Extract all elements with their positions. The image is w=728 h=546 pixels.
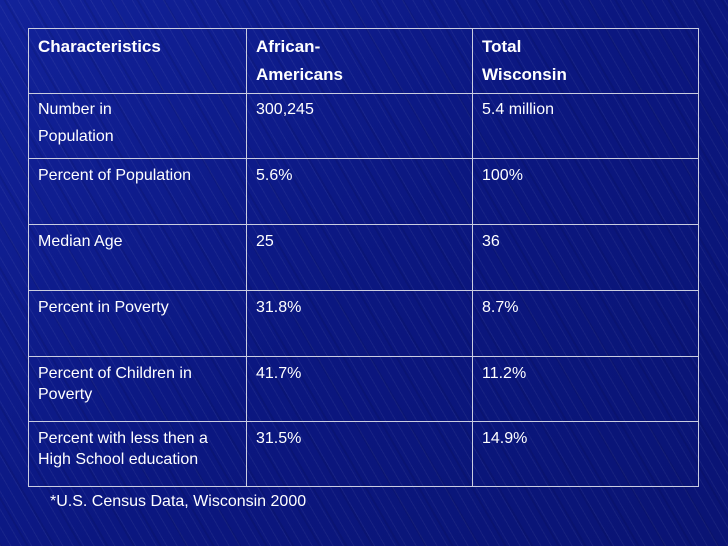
table-row: Percent of Population 5.6% 100% [28, 158, 699, 225]
row-label: Percent of Population [28, 158, 247, 225]
cell-total-wisconsin: 36 [472, 224, 699, 291]
row-label: Median Age [28, 224, 247, 291]
table-row: Number in Population 300,245 5.4 million [28, 93, 699, 159]
cell-total-wisconsin: 11.2% [472, 356, 699, 422]
table-row: Percent in Poverty 31.8% 8.7% [28, 290, 699, 357]
row-label: Percent in Poverty [28, 290, 247, 357]
cell-total-wisconsin: 5.4 million [472, 93, 699, 159]
header-characteristics: Characteristics [28, 28, 247, 94]
census-table: Characteristics African- Americans Total W… [28, 28, 699, 487]
row-label: Number in Population [28, 93, 247, 159]
cell-total-wisconsin: 8.7% [472, 290, 699, 357]
cell-total-wisconsin: 14.9% [472, 421, 699, 487]
cell-total-wisconsin: 100% [472, 158, 699, 225]
cell-african-americans: 31.5% [246, 421, 473, 487]
row-label: Percent with less then a High School edu… [28, 421, 247, 487]
cell-african-americans: 25 [246, 224, 473, 291]
header-total-wisconsin: Total Wisconsin [472, 28, 699, 94]
table-row: Percent of Children in Poverty 41.7% 11.… [28, 356, 699, 422]
cell-african-americans: 41.7% [246, 356, 473, 422]
cell-african-americans: 300,245 [246, 93, 473, 159]
table-row: Percent with less then a High School edu… [28, 421, 699, 487]
row-label: Percent of Children in Poverty [28, 356, 247, 422]
source-footnote: *U.S. Census Data, Wisconsin 2000 [50, 493, 307, 510]
table-row: Median Age 25 36 [28, 224, 699, 291]
cell-african-americans: 5.6% [246, 158, 473, 225]
header-african-americans: African- Americans [246, 28, 473, 94]
table-header-row: Characteristics African- Americans Total W… [28, 28, 699, 94]
cell-african-americans: 31.8% [246, 290, 473, 357]
